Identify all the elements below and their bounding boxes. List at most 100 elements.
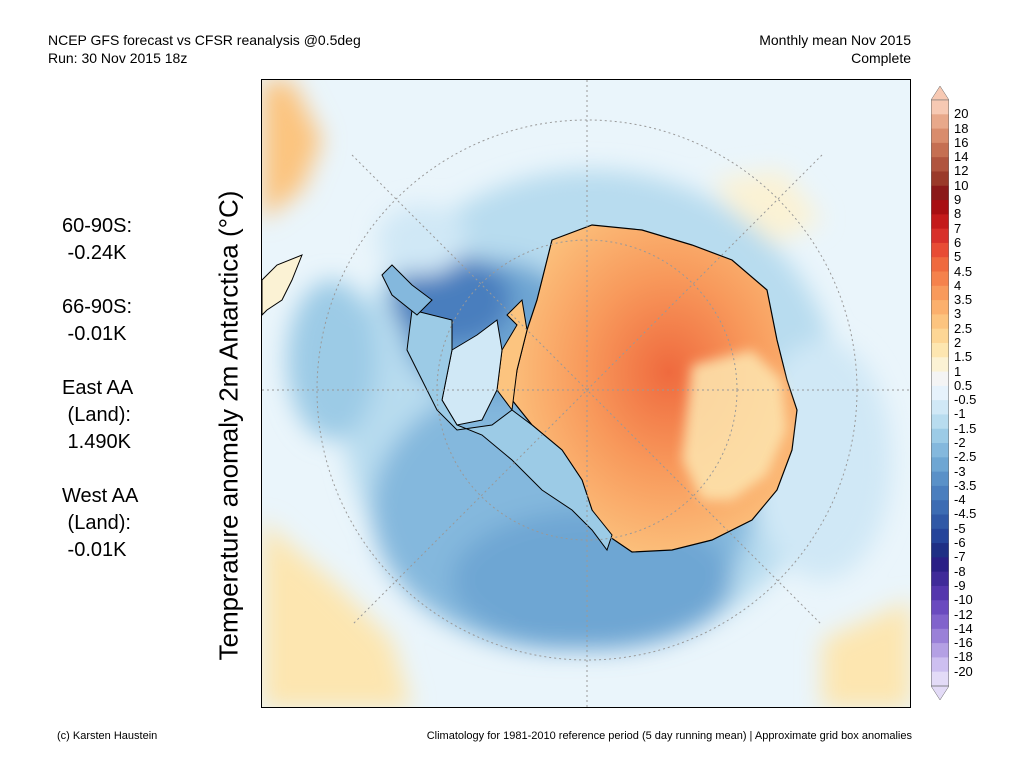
polar-map (261, 79, 911, 708)
colorbar-tick-label: 7 (954, 220, 962, 236)
graticule (262, 80, 910, 707)
colorbar-segment (931, 285, 949, 301)
colorbar-tick-label: -3.5 (954, 477, 977, 493)
colorbar-tick-label: 3.5 (954, 292, 973, 308)
footnote: Climatology for 1981-2010 reference peri… (426, 730, 912, 742)
colorbar-tick-label: 10 (954, 177, 969, 193)
colorbar-tick-label: -1.5 (954, 420, 977, 436)
colorbar-segment (931, 185, 949, 201)
colorbar-segment (931, 557, 949, 573)
colorbar-segment (931, 100, 949, 115)
regional-stats: 60-90S: -0.24K 66-90S: -0.01K East AA (L… (62, 213, 138, 591)
colorbar-segment (931, 657, 949, 673)
colorbar-segment (931, 614, 949, 630)
stat-value: -0.01K (62, 539, 127, 561)
stat-66-90s: 66-90S: -0.01K (62, 294, 138, 348)
colorbar-tick-label: -2 (954, 435, 966, 451)
colorbar-segment (931, 400, 949, 415)
colorbar-segment (931, 171, 949, 187)
colorbar-segment (931, 300, 949, 315)
colorbar-segment (931, 142, 949, 158)
colorbar-tick-label: -4 (954, 492, 966, 508)
colorbar-segment (931, 314, 949, 330)
colorbar-tick-label: -8 (954, 563, 966, 579)
colorbar-tick-label: 1.5 (954, 349, 973, 365)
colorbar-tick-label: -20 (954, 663, 973, 679)
colorbar-outline (931, 99, 949, 687)
colorbar-segment (931, 342, 949, 358)
colorbar-segment (931, 443, 949, 458)
colorbar-segment (931, 471, 949, 487)
colorbar-segment (931, 628, 949, 644)
colorbar-tick-label: -1 (954, 406, 966, 422)
map-svg (262, 80, 910, 707)
colorbar-tick-label: -9 (954, 577, 966, 593)
colorbar-segment (931, 214, 949, 230)
colorbar-segment (931, 371, 949, 387)
title-line-1: NCEP GFS forecast vs CFSR reanalysis @0.… (48, 32, 361, 48)
colorbar-tick-label: 6 (954, 234, 962, 250)
colorbar (931, 86, 949, 700)
colorbar-tick-label: -10 (954, 592, 973, 608)
colorbar-segment (931, 200, 949, 215)
stat-label: East AA (62, 377, 134, 399)
stat-sublabel: (Land): (62, 512, 131, 534)
stat-label: West AA (62, 485, 139, 507)
colorbar-tick-label: -5 (954, 520, 966, 536)
colorbar-bottom-arrow (931, 685, 949, 700)
colorbar-segment (931, 242, 949, 258)
antarctica-landmass (262, 224, 798, 553)
colorbar-top-arrow (931, 86, 949, 101)
colorbar-tick-label: 9 (954, 192, 962, 208)
period-block: Monthly mean Nov 2015 Complete (759, 31, 911, 67)
colorbar-segment (931, 643, 949, 658)
colorbar-segment (931, 414, 949, 430)
colorbar-segment (931, 671, 949, 687)
colorbar-tick-label: 2 (954, 334, 962, 350)
colorbar-tick-label: -14 (954, 620, 973, 636)
colorbar-tick-label: 2.5 (954, 320, 973, 336)
colorbar-tick-label: 12 (954, 163, 969, 179)
colorbar-tick-label: -3 (954, 463, 966, 479)
colorbar-segment (931, 500, 949, 515)
colorbar-tick-label: 8 (954, 206, 962, 222)
colorbar-tick-label: -16 (954, 635, 973, 651)
colorbar-tick-label: 0.5 (954, 377, 973, 393)
colorbar-tick-label: 16 (954, 134, 969, 150)
colorbar-tick-label: 18 (954, 120, 969, 136)
colorbar-tick-label: 20 (954, 106, 969, 122)
colorbar-segment (931, 485, 949, 501)
colorbar-tick-label: 4 (954, 277, 962, 293)
stat-east-aa: East AA (Land): 1.490K (62, 375, 138, 456)
colorbar-segment (931, 357, 949, 373)
period-line-2: Complete (851, 50, 911, 66)
colorbar-segment (931, 114, 949, 130)
stat-label: 66-90S: (62, 296, 133, 318)
stat-sublabel: (Land): (62, 404, 131, 426)
colorbar-segment (931, 257, 949, 273)
colorbar-segment (931, 228, 949, 244)
colorbar-segment (931, 585, 949, 601)
stat-value: 1.490K (62, 431, 131, 453)
colorbar-segment (931, 514, 949, 530)
stat-60-90s: 60-90S: -0.24K (62, 213, 138, 267)
colorbar-tick-label: 5 (954, 249, 962, 265)
colorbar-segment (931, 271, 949, 287)
colorbar-segment (931, 385, 949, 401)
colorbar-tick-label: -2.5 (954, 449, 977, 465)
stat-value: -0.01K (62, 323, 127, 345)
stat-value: -0.24K (62, 242, 127, 264)
title-block: NCEP GFS forecast vs CFSR reanalysis @0.… (48, 31, 361, 67)
colorbar-segment (931, 128, 949, 144)
colorbar-tick-label: -7 (954, 549, 966, 565)
colorbar-tick-label: -0.5 (954, 392, 977, 408)
colorbar-segment (931, 600, 949, 616)
y-axis-label: Temperature anomaly 2m Antarctica (°C) (213, 190, 244, 661)
colorbar-segment (931, 428, 949, 444)
colorbar-segment (931, 528, 949, 544)
colorbar-tick-label: 14 (954, 149, 969, 165)
colorbar-tick-label: -6 (954, 535, 966, 551)
colorbar-segment (931, 328, 949, 344)
colorbar-segment (931, 157, 949, 172)
colorbar-tick-label: -4.5 (954, 506, 977, 522)
